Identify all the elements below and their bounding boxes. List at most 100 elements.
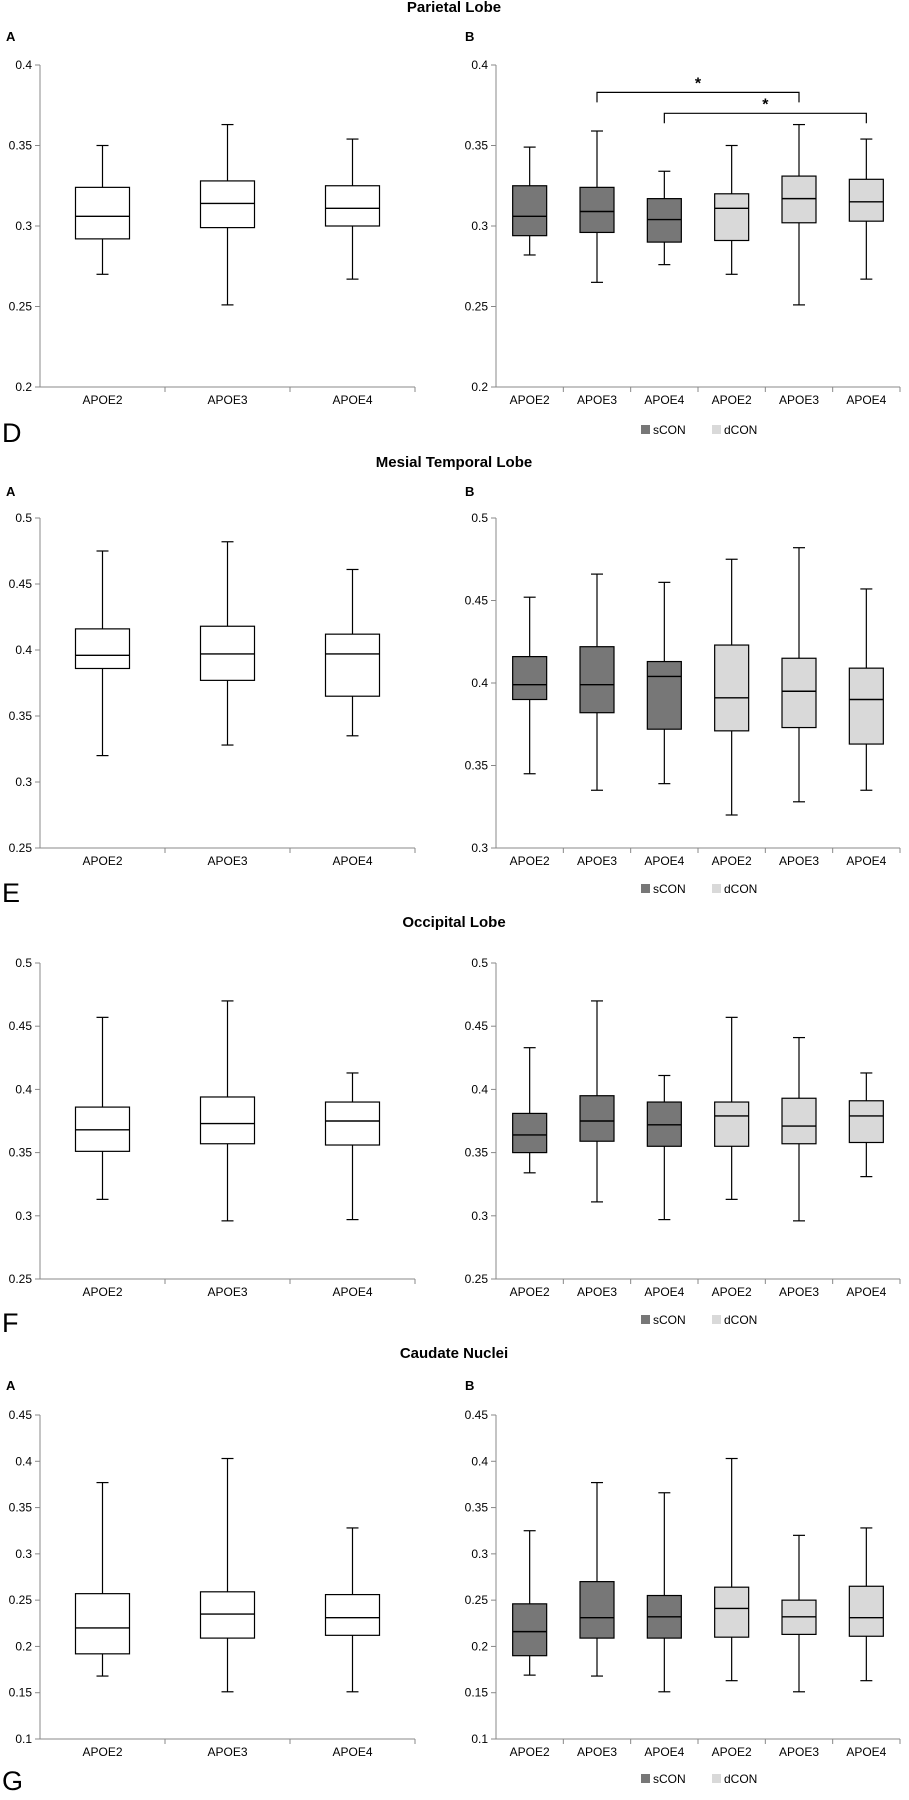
caudate-panel-b-y-tick-label: 0.1 xyxy=(471,1732,488,1746)
parietal-panel-b-x-tick-label: APOE2 xyxy=(712,393,752,407)
caudate-panel-b-legend-label-dcon: dCON xyxy=(724,1772,757,1786)
parietal-panel-b-x-tick-label: APOE3 xyxy=(779,393,819,407)
mesial-panel-a-x-tick-label: APOE2 xyxy=(82,854,122,868)
caudate-panel-b-y-tick-label: 0.25 xyxy=(465,1593,489,1607)
caudate-panel-a-y-tick-label: 0.15 xyxy=(9,1686,33,1700)
parietal-panel-b-significance-bracket xyxy=(663,112,867,124)
occipital-panel-b-box-dcon xyxy=(848,1100,884,1144)
occipital-panel-a-x-tick-label: APOE3 xyxy=(207,1285,247,1299)
mesial-panel-b-box-scon xyxy=(579,646,615,714)
mesial-panel-b-y-tick-label: 0.3 xyxy=(471,841,488,855)
occipital-panel-a-y-tick-label: 0.3 xyxy=(15,1209,32,1223)
occipital-panel-b-legend-label-dcon: dCON xyxy=(724,1313,757,1327)
mesial-section-label: E xyxy=(2,878,20,908)
occipital-panel-a-x-tick-label: APOE2 xyxy=(82,1285,122,1299)
caudate-panel-b-x-tick-label: APOE3 xyxy=(779,1745,819,1759)
caudate-panel-b-box-scon xyxy=(512,1603,548,1657)
occipital-panel-b-y-tick-label: 0.45 xyxy=(465,1019,489,1033)
parietal-panel-a-x-tick-label: APOE3 xyxy=(207,393,247,407)
caudate-panel-b-x-tick-label: APOE2 xyxy=(510,1745,550,1759)
parietal-panel-b-y-tick-label: 0.35 xyxy=(465,139,489,153)
mesial-panel-b-y-tick-label: 0.4 xyxy=(471,676,488,690)
occipital-panel-b-box-scon xyxy=(579,1095,615,1142)
mesial-panel-b-box-scon xyxy=(646,660,682,730)
caudate-panel-b-y-tick-label: 0.15 xyxy=(465,1686,489,1700)
occipital-section-label: F xyxy=(2,1308,19,1338)
occipital-panel-b-x-tick-label: APOE4 xyxy=(846,1285,886,1299)
parietal-panel-b-legend-label-dcon: dCON xyxy=(724,423,757,437)
caudate-panel-b-x-tick-label: APOE3 xyxy=(577,1745,617,1759)
mesial-panel-b-x-tick-label: APOE3 xyxy=(779,854,819,868)
parietal-panel-a-box-plain xyxy=(199,180,256,229)
parietal-panel-b-box-dcon xyxy=(848,178,884,222)
occipital-panel-a-y-tick-label: 0.5 xyxy=(15,956,32,970)
mesial-panel-a-y-tick-label: 0.3 xyxy=(15,775,32,789)
caudate-panel-a-y-tick-label: 0.35 xyxy=(9,1501,33,1515)
mesial-panel-a-y-tick-label: 0.45 xyxy=(9,577,33,591)
mesial-panel-b-x-tick-label: APOE3 xyxy=(577,854,617,868)
mesial-panel-b-y-tick-label: 0.45 xyxy=(465,594,489,608)
parietal-panel-b-x-tick-label: APOE2 xyxy=(510,393,550,407)
caudate-panel-b-y-tick-label: 0.2 xyxy=(471,1639,488,1653)
parietal-panel-b-box-dcon xyxy=(781,175,817,224)
parietal-panel-b-box-scon xyxy=(512,185,548,237)
occipital-panel-b-x-tick-label: APOE3 xyxy=(577,1285,617,1299)
caudate-panel-b-legend-swatch-scon xyxy=(641,1774,650,1783)
occipital-panel-b-box-dcon xyxy=(714,1101,750,1147)
caudate-panel-b-y-tick-label: 0.35 xyxy=(465,1501,489,1515)
occipital-panel-b-box-dcon xyxy=(781,1097,817,1145)
parietal-panel-a-y-tick-label: 0.3 xyxy=(15,219,32,233)
mesial-panel-a-y-tick-label: 0.4 xyxy=(15,643,32,657)
caudate-panel-a-box-plain xyxy=(199,1591,256,1639)
caudate-panel-b-box-dcon xyxy=(714,1586,750,1638)
occipital-panel-b-x-tick-label: APOE3 xyxy=(779,1285,819,1299)
mesial-panel-a-box-plain xyxy=(324,633,381,697)
occipital-panel-b-x-tick-label: APOE4 xyxy=(644,1285,684,1299)
caudate-panel-a-y-tick-label: 0.4 xyxy=(15,1454,32,1468)
mesial-panel-b-x-tick-label: APOE2 xyxy=(712,854,752,868)
caudate-panel-b-legend-swatch-dcon xyxy=(712,1774,721,1783)
parietal-panel-b-significance-bracket xyxy=(596,91,800,103)
occipital-panel-a-y-tick-label: 0.4 xyxy=(15,1082,32,1096)
mesial-panel-b-x-tick-label: APOE4 xyxy=(846,854,886,868)
parietal-panel-a-y-tick-label: 0.35 xyxy=(9,139,33,153)
mesial-panel-a-x-tick-label: APOE3 xyxy=(207,854,247,868)
mesial-panel-b-legend-swatch-scon xyxy=(641,884,650,893)
mesial-panel-b-box-dcon xyxy=(714,644,750,732)
occipital-panel-b-legend-swatch-dcon xyxy=(712,1315,721,1324)
parietal-panel-b-legend-label-scon: sCON xyxy=(653,423,686,437)
parietal-panel-b-legend-swatch-dcon xyxy=(712,425,721,434)
parietal-panel-b-box-scon xyxy=(579,186,615,234)
mesial-panel-a-box-plain xyxy=(74,628,131,670)
caudate-panel-a-box-plain xyxy=(324,1593,381,1636)
caudate-panel-a-y-tick-label: 0.45 xyxy=(9,1408,33,1422)
occipital-panel-a-x-tick-label: APOE4 xyxy=(332,1285,372,1299)
caudate-panel-a-y-tick-label: 0.25 xyxy=(9,1593,33,1607)
caudate-panel-b-legend-label-scon: sCON xyxy=(653,1772,686,1786)
caudate-title: Caudate Nuclei xyxy=(400,1345,508,1362)
parietal-panel-a-y-tick-label: 0.25 xyxy=(9,300,33,314)
parietal-panel-b-box-scon xyxy=(646,198,682,243)
parietal-panel-b-y-tick-label: 0.3 xyxy=(471,219,488,233)
occipital-panel-b-legend-label-scon: sCON xyxy=(653,1313,686,1327)
caudate-panel-a-box-plain xyxy=(74,1593,131,1655)
parietal-panel-b-y-tick-label: 0.25 xyxy=(465,300,489,314)
parietal-panel-b-label: B xyxy=(465,29,474,44)
parietal-panel-b-legend-swatch-scon xyxy=(641,425,650,434)
occipital-panel-a-box-plain xyxy=(199,1096,256,1145)
caudate-panel-b-label: B xyxy=(465,1378,474,1393)
mesial-panel-a-label: A xyxy=(6,484,16,499)
caudate-panel-b-x-tick-label: APOE4 xyxy=(846,1745,886,1759)
occipital-panel-b-box-scon xyxy=(512,1112,548,1154)
mesial-panel-b-box-scon xyxy=(512,655,548,701)
occipital-panel-a-y-tick-label: 0.35 xyxy=(9,1146,33,1160)
mesial-panel-b-y-tick-label: 0.5 xyxy=(471,511,488,525)
parietal-panel-b-significance-label: * xyxy=(762,96,769,113)
occipital-panel-b-legend-swatch-scon xyxy=(641,1315,650,1324)
mesial-panel-b-box-dcon xyxy=(848,667,884,745)
caudate-panel-a-x-tick-label: APOE4 xyxy=(332,1745,372,1759)
caudate-panel-b-y-tick-label: 0.45 xyxy=(465,1408,489,1422)
occipital-panel-b-y-tick-label: 0.35 xyxy=(465,1146,489,1160)
parietal-panel-b-y-tick-label: 0.4 xyxy=(471,58,488,72)
